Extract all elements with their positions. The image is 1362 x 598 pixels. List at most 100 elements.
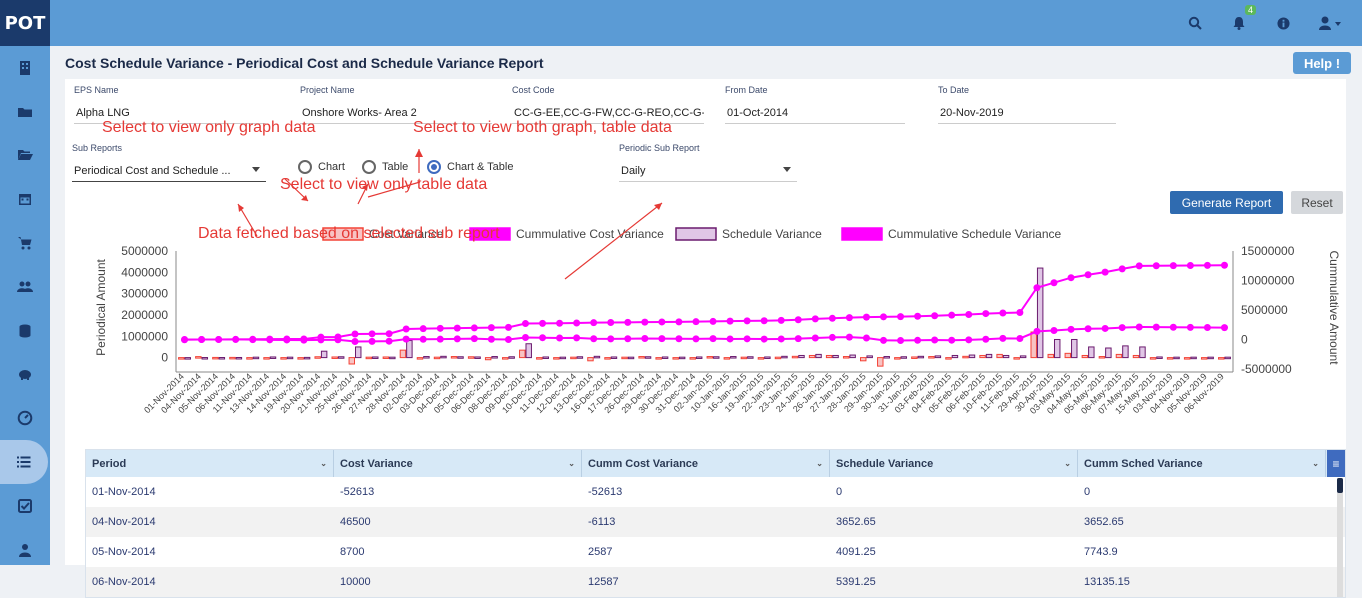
radio-chart-circle[interactable] [298, 160, 312, 174]
cumm-schedule-point [504, 323, 512, 331]
cumm-cost-point [811, 334, 819, 342]
table-cell: 05-Nov-2014 [92, 546, 156, 558]
column-menu-icon[interactable]: ≡ [1327, 450, 1345, 477]
cumm-schedule-point [317, 333, 325, 341]
table-row[interactable]: 04-Nov-2014 46500 -6113 3652.65 3652.65 [86, 507, 1345, 537]
cumm-schedule-point [198, 335, 206, 343]
cost-variance-bar [655, 357, 662, 360]
from-date-value[interactable]: 01-Oct-2014 [725, 107, 905, 124]
project-field[interactable]: Project Name Onshore Works- Area 2 [300, 85, 492, 124]
chevron-down-icon[interactable]: ⌄ [1064, 459, 1071, 468]
page-title: Cost Schedule Variance - Periodical Cost… [65, 55, 544, 71]
sub-reports-select[interactable]: Sub Reports Periodical Cost and Schedule… [72, 143, 266, 182]
sub-reports-value[interactable]: Periodical Cost and Schedule ... [72, 165, 266, 182]
cost-variance-bar [1218, 357, 1225, 360]
cumm-schedule-point [385, 330, 393, 338]
cumm-schedule-point [828, 314, 836, 322]
table-row[interactable]: 05-Nov-2014 8700 2587 4091.25 7743.9 [86, 537, 1345, 567]
to-date-value[interactable]: 20-Nov-2019 [938, 107, 1116, 124]
column-header[interactable]: Cumm Sched Variance ⌄ [1078, 450, 1326, 477]
sidebar-item-folder[interactable] [0, 90, 50, 134]
scrollbar-thumb[interactable] [1337, 478, 1343, 493]
sidebar-item-users[interactable] [0, 265, 50, 309]
sidebar-item-calendar[interactable] [0, 177, 50, 221]
table-row[interactable]: 01-Nov-2014 -52613 -52613 0 0 [86, 477, 1345, 507]
chevron-down-icon[interactable]: ⌄ [320, 459, 327, 468]
bell-icon[interactable]: 4 [1230, 5, 1256, 32]
cumm-schedule-point [1050, 279, 1058, 287]
cost-variance-bar [774, 356, 782, 360]
column-header[interactable]: Period ⌄ [86, 450, 334, 477]
sidebar-item-user[interactable] [0, 528, 50, 572]
from-date-field[interactable]: From Date 01-Oct-2014 [725, 85, 905, 124]
sidebar-item-building[interactable] [0, 46, 50, 90]
user-menu-icon[interactable] [1318, 14, 1344, 32]
cost-code-value[interactable]: CC-G-EE,CC-G-FW,CC-G-REO,CC-G-C, [512, 107, 704, 124]
sidebar-item-folder-open[interactable] [0, 134, 50, 178]
schedule-variance-bar [627, 356, 635, 360]
users-icon [17, 281, 33, 292]
sidebar-item-cart[interactable] [0, 221, 50, 265]
cumm-cost-point [607, 335, 615, 343]
cumm-cost-point [539, 334, 547, 342]
periodic-sub-report-value[interactable]: Daily [619, 165, 797, 182]
cost-variance-bar [553, 357, 560, 360]
cumm-schedule-point [215, 335, 223, 343]
search-icon[interactable] [1186, 14, 1204, 32]
periodic-sub-report-select[interactable]: Periodic Sub Report Daily [619, 143, 797, 182]
sidebar-item-list[interactable] [0, 440, 48, 484]
schedule-variance-bar [252, 356, 260, 360]
schedule-variance-bar [934, 355, 942, 359]
cost-variance-bar [501, 357, 509, 360]
cumm-cost-point [777, 335, 785, 343]
vertical-scrollbar[interactable] [1337, 478, 1343, 597]
radio-table[interactable]: Table [362, 160, 408, 174]
annotation-chart-only: Select to view only graph data [102, 119, 316, 136]
cumm-cost-point [1084, 325, 1092, 333]
radio-chart-and-table[interactable]: Chart & Table [427, 160, 513, 174]
chevron-down-icon[interactable]: ⌄ [816, 459, 823, 468]
sub-reports-label: Sub Reports [72, 143, 123, 153]
chevron-down-icon[interactable]: ⌄ [1312, 459, 1319, 468]
column-header[interactable]: Cumm Cost Variance ⌄ [582, 450, 830, 477]
cumm-schedule-point [1084, 271, 1092, 279]
table-header: Period ⌄ Cost Variance ⌄ Cumm Cost Variance ⌄… [86, 450, 1345, 477]
help-button[interactable]: Help ! [1293, 52, 1351, 74]
app-logo[interactable]: POT [0, 0, 50, 46]
to-date-field[interactable]: To Date 20-Nov-2019 [938, 85, 1116, 124]
schedule-variance-bar [1173, 356, 1180, 360]
folder-icon [18, 107, 32, 117]
cumm-cost-point [453, 335, 461, 343]
sidebar-item-database[interactable] [0, 309, 50, 353]
schedule-variance-bar [968, 354, 976, 359]
cost-variance-bar [178, 357, 185, 360]
generate-report-button[interactable]: Generate Report [1170, 191, 1283, 214]
column-header[interactable]: Cost Variance ⌄ [334, 450, 582, 477]
cost-code-field[interactable]: Cost Code CC-G-EE,CC-G-FW,CC-G-REO,CC-G-… [512, 85, 704, 124]
eps-value[interactable]: Alpha LNG [74, 107, 266, 124]
schedule-variance-bar [832, 354, 839, 359]
user-icon [19, 543, 31, 557]
column-header[interactable]: Schedule Variance ⌄ [830, 450, 1078, 477]
schedule-variance-bar [1156, 356, 1163, 359]
chevron-down-icon [783, 167, 791, 172]
sidebar-item-check-square[interactable] [0, 484, 50, 528]
schedule-variance-bar [917, 355, 925, 359]
cumm-cost-point [470, 335, 478, 343]
info-icon[interactable] [1274, 14, 1292, 32]
schedule-variance-bar [303, 356, 311, 360]
chevron-down-icon[interactable]: ⌄ [568, 459, 575, 468]
cumm-schedule-point [283, 335, 291, 343]
radio-chart[interactable]: Chart [298, 160, 345, 174]
cumm-schedule-point [726, 317, 734, 325]
table-row[interactable]: 06-Nov-2014 10000 12587 5391.25 13135.15 [86, 567, 1345, 597]
cumm-schedule-point [573, 319, 581, 327]
radio-table-circle[interactable] [362, 160, 376, 174]
radio-chart-and-table-circle[interactable] [427, 160, 441, 174]
eps-field[interactable]: EPS Name Alpha LNG [74, 85, 266, 124]
cumm-cost-point [436, 335, 444, 343]
reset-button[interactable]: Reset [1291, 191, 1343, 214]
sidebar-item-dashboard[interactable] [0, 396, 50, 440]
project-value[interactable]: Onshore Works- Area 2 [300, 107, 492, 124]
sidebar-item-piggy-bank[interactable] [0, 353, 50, 397]
